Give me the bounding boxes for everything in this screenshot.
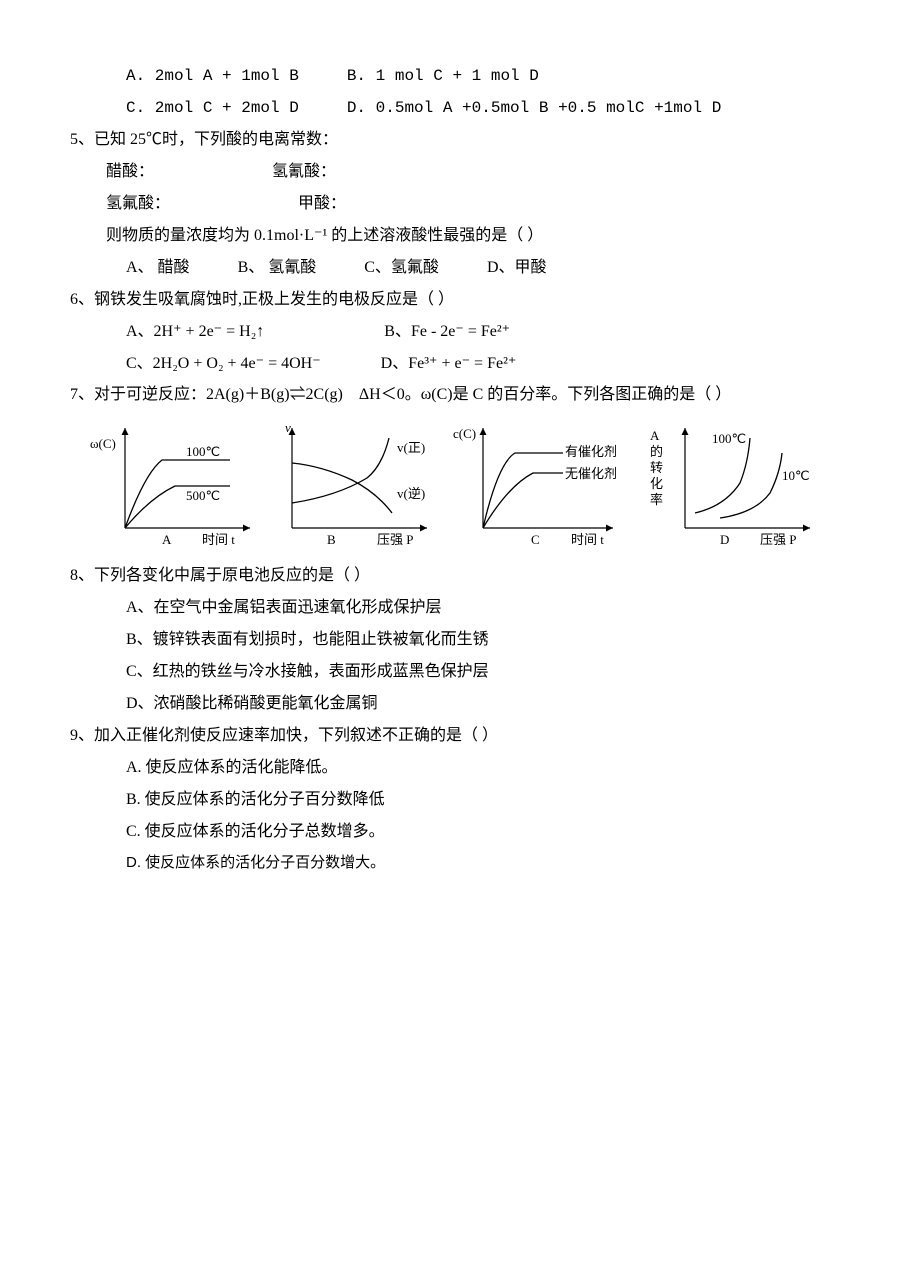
q8-opt-b: B、镀锌铁表面有划损时，也能阻止铁被氧化而生锈 [70,624,850,656]
svg-text:化: 化 [650,476,663,491]
q6-row1: A、2H⁺ + 2e⁻ = H₂↑ B、Fe - 2e⁻ = Fe²⁺ [70,316,850,348]
svg-text:的: 的 [650,444,663,459]
q5-opt-d: D、甲酸 [487,252,547,284]
q9-opt-c: C. 使反应体系的活化分子总数增多。 [70,816,850,848]
chart-c-ylab: c(C) [453,426,476,441]
chart-d-l2: 10℃ [782,468,810,483]
chart-b-l1: v(正) [397,440,425,455]
q4-options-row2: C. 2mol C + 2mol D D. 0.5mol A +0.5mol B… [70,92,850,124]
chart-b-l2: v(逆) [397,486,425,501]
chart-d: A 的 转 化 率 100℃ 10℃ D 压强 P [650,418,830,548]
chart-b-svg: v v(正) v(逆) B 压强 P [267,418,447,548]
chart-a: ω(C) 100℃ 500℃ A 时间 t [90,418,260,548]
q6-opt-c: C、2H₂O + O₂ + 4e⁻ = 4OH⁻ [126,348,321,380]
chart-b-ylab: v [285,420,291,435]
chart-a-l1: 100℃ [186,444,220,459]
chart-a-tag: A [162,532,172,547]
chart-a-ylab: ω(C) [90,436,116,451]
chart-c-xlab: 时间 t [571,532,604,547]
chart-c: c(C) 有催化剂 无催化剂 C 时间 t [453,418,643,548]
q9-stem: 9、加入正催化剂使反应速率加快，下列叙述不正确的是（ ） [70,720,850,752]
q5-acid-3: 氢氟酸： [106,195,170,212]
q9-opt-d: D. 使反应体系的活化分子百分数增大。 [70,848,850,878]
q8-opt-d: D、浓硝酸比稀硝酸更能氧化金属铜 [70,688,850,720]
q5-opt-c: C、氢氟酸 [364,252,439,284]
q5-acids-row2: 氢氟酸： 甲酸： [70,188,850,220]
chart-c-l1: 有催化剂 [565,444,617,459]
chart-a-svg: ω(C) 100℃ 500℃ A 时间 t [90,418,260,548]
q5-stem: 5、已知 25℃时，下列酸的电离常数： [70,124,850,156]
svg-text:转: 转 [650,460,663,475]
q4-opt-c: C. 2mol C + 2mol D [126,99,299,117]
chart-c-l2: 无催化剂 [565,466,617,481]
q5-acid-2: 氢氰酸： [272,163,336,180]
svg-text:率: 率 [650,492,663,507]
q5-stem2: 则物质的量浓度均为 0.1mol·L⁻¹ 的上述溶液酸性最强的是（ ） [70,220,850,252]
q6-opt-d: D、Fe³⁺ + e⁻ = Fe²⁺ [381,348,517,380]
chart-c-svg: c(C) 有催化剂 无催化剂 C 时间 t [453,418,643,548]
q5-opt-b: B、 氢氰酸 [238,252,317,284]
svg-text:A: A [650,428,660,443]
q4-opt-a: A. 2mol A + 1mol B [126,67,299,85]
q9-opt-b: B. 使反应体系的活化分子百分数降低 [70,784,850,816]
q8-opt-c: C、红热的铁丝与冷水接触，表面形成蓝黑色保护层 [70,656,850,688]
q4-opt-b: B. 1 mol C + 1 mol D [347,67,539,85]
q6-stem: 6、钢铁发生吸氧腐蚀时,正极上发生的电极反应是（ ） [70,284,850,316]
q8-opt-a: A、在空气中金属铝表面迅速氧化形成保护层 [70,592,850,624]
q5-acid-4: 甲酸： [298,195,346,212]
q5-opt-a: A、 醋酸 [126,252,190,284]
q7-stem: 7、对于可逆反应：2A(g)＋B(g)⇌2C(g) ΔH＜0。ω(C)是 C 的… [70,380,850,410]
q6-opt-a: A、2H⁺ + 2e⁻ = H₂↑ [126,316,264,348]
chart-a-xlab: 时间 t [202,532,235,547]
chart-a-l2: 500℃ [186,488,220,503]
q7-charts: ω(C) 100℃ 500℃ A 时间 t v v(正) v(逆) B 压强 P [70,410,850,548]
q4-opt-d: D. 0.5mol A +0.5mol B +0.5 molC +1mol D [347,99,721,117]
q6-opt-b: B、Fe - 2e⁻ = Fe²⁺ [384,316,510,348]
q8-stem: 8、下列各变化中属于原电池反应的是（ ） [70,560,850,592]
chart-d-l1: 100℃ [712,431,746,446]
q5-options: A、 醋酸 B、 氢氰酸 C、氢氟酸 D、甲酸 [70,252,850,284]
chart-d-xlab: 压强 P [760,532,796,547]
q4-options-row1: A. 2mol A + 1mol B B. 1 mol C + 1 mol D [70,60,850,92]
q6-row2: C、2H₂O + O₂ + 4e⁻ = 4OH⁻ D、Fe³⁺ + e⁻ = F… [70,348,850,380]
chart-c-tag: C [531,532,540,547]
chart-b: v v(正) v(逆) B 压强 P [267,418,447,548]
chart-b-tag: B [327,532,336,547]
q5-acids-row1: 醋酸： 氢氰酸： [70,156,850,188]
chart-d-tag: D [720,532,729,547]
q9-opt-a: A. 使反应体系的活化能降低。 [70,752,850,784]
chart-d-svg: A 的 转 化 率 100℃ 10℃ D 压强 P [650,418,830,548]
q5-acid-1: 醋酸： [106,163,154,180]
chart-b-xlab: 压强 P [377,532,413,547]
